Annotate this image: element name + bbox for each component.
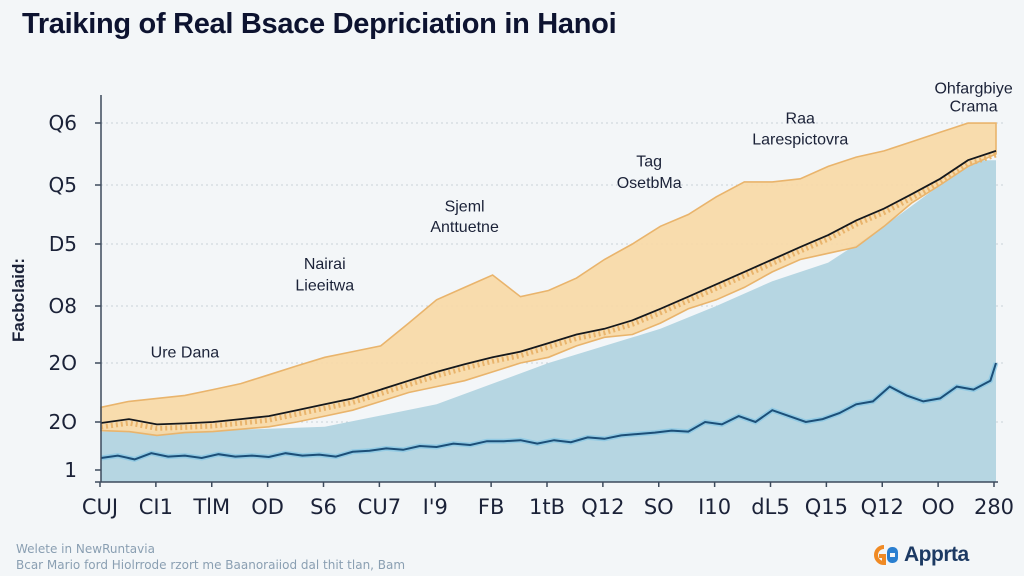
x-tick-label: SO [644,495,674,519]
annotation: Tag [636,153,662,170]
annotation: Ohfargbiye [934,81,1012,98]
annotation: OsetbMa [617,175,682,192]
y-tick-label: Q5 [49,173,77,197]
annotation: Raa [786,111,815,128]
y-tick-label: 2O [49,410,77,434]
footer: Welete in NewRuntavia Bcar Mario ford Hi… [16,541,405,573]
y-tick-label: Q6 [49,111,77,135]
footer-line-2: Bcar Mario ford Hiolrrode rzort me Baano… [16,558,406,572]
secondary-line [100,362,997,461]
x-tick-label: Q12 [581,495,624,519]
x-tick-label: CU7 [358,495,401,519]
brand-logo: Apprta [872,543,969,567]
annotation: Sjeml [445,199,485,216]
median-line [100,150,997,426]
annotation: Crama [950,99,998,116]
x-tick-label: CUJ [82,495,118,519]
y-axis-label: Facbclaid: [9,258,28,342]
x-tick-label: S6 [310,495,337,519]
confidence-band [100,122,997,437]
y-tick-label: 2O [49,351,77,375]
x-tick-label: dL5 [751,495,789,519]
x-tick-label: I10 [698,495,731,519]
annotation: Anttuetne [430,219,499,236]
annotation: Ure Dana [151,344,220,361]
y-tick-label: D5 [49,232,77,256]
x-tick-label: OD [251,495,284,519]
label-layer: 1 2O 2O O8 D5 Q5 Q6 CUJ CI1 TlM OD S6 CU7 I'9 FB 1tB Q12… [49,81,1015,519]
x-tick-label: TlM [192,495,230,519]
x-tick-label: I'9 [423,495,448,519]
median-halo [100,152,997,431]
annotation: Larespictovra [752,132,848,149]
line-layer [100,150,999,463]
x-tick-label: OO [922,495,955,519]
chart-title: Traiking of Real Bsace Depriciation in H… [22,8,617,40]
x-tick-label: FB [478,495,505,519]
logo-text: Apprta [904,543,969,566]
axis-layer [95,95,998,487]
base-area [101,160,996,482]
x-tick-label: Q12 [861,495,904,519]
y-tick-label: 1 [64,458,77,482]
logo-mark-icon [872,543,902,567]
footer-line-1: Welete in NewRuntavia [16,542,155,556]
area-layer [100,122,997,482]
annotation: Lieeitwa [295,278,354,295]
x-tick-label: CI1 [139,495,173,519]
y-tick-label: O8 [49,294,77,318]
x-tick-label: Q15 [805,495,848,519]
x-tick-label: 280 [974,495,1014,519]
annotation: Nairai [304,256,346,273]
chart-svg: 1 2O 2O O8 D5 Q5 Q6 CUJ CI1 TlM OD S6 CU7 I'9 FB 1tB Q12… [9,81,1015,519]
x-tick-label: 1tB [529,495,565,519]
